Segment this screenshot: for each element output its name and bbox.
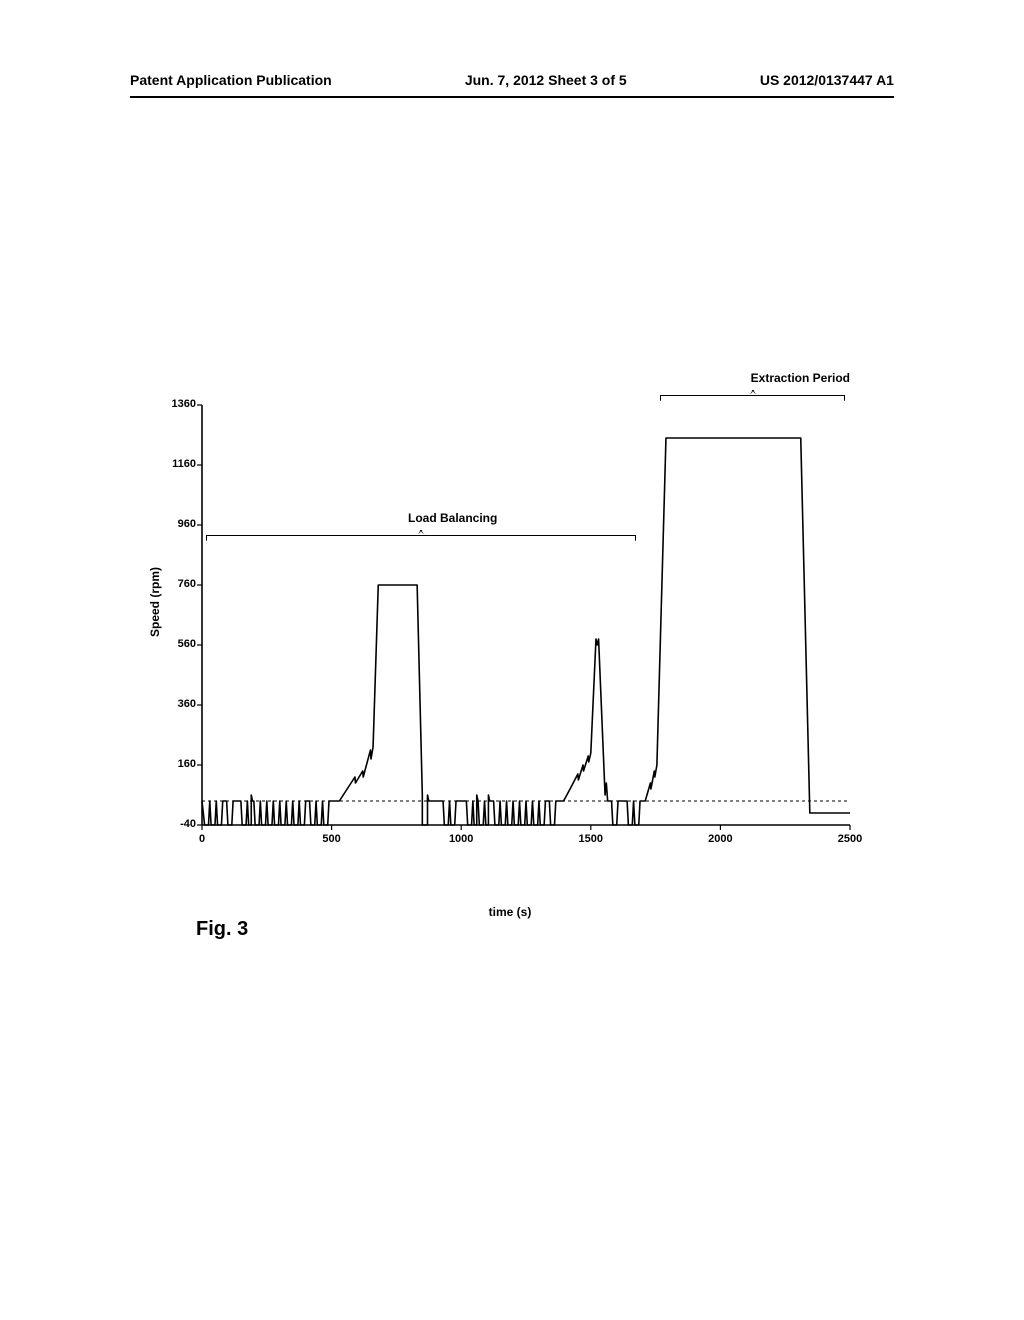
x-tick-label: 1000 bbox=[441, 833, 481, 845]
x-axis-label: time (s) bbox=[489, 905, 532, 919]
x-tick-label: 0 bbox=[182, 833, 222, 845]
extraction-period-label: Extraction Period bbox=[751, 371, 850, 385]
y-tick-label: 360 bbox=[160, 698, 196, 710]
header-center: Jun. 7, 2012 Sheet 3 of 5 bbox=[465, 72, 627, 88]
y-tick-label: 760 bbox=[160, 578, 196, 590]
x-tick-label: 2500 bbox=[830, 833, 870, 845]
header-right: US 2012/0137447 A1 bbox=[760, 72, 894, 88]
y-tick-label: -40 bbox=[160, 818, 196, 830]
y-tick-label: 1360 bbox=[160, 398, 196, 410]
y-tick-label: 1160 bbox=[160, 458, 196, 470]
speed-time-chart bbox=[160, 395, 860, 865]
figure-3: Extraction Period Load Balancing Speed (… bbox=[160, 395, 860, 915]
y-tick-label: 160 bbox=[160, 758, 196, 770]
x-tick-label: 500 bbox=[312, 833, 352, 845]
page-header: Patent Application Publication Jun. 7, 2… bbox=[0, 72, 1024, 88]
y-tick-label: 960 bbox=[160, 518, 196, 530]
header-divider bbox=[130, 96, 894, 98]
x-tick-label: 1500 bbox=[571, 833, 611, 845]
header-left: Patent Application Publication bbox=[130, 72, 332, 88]
y-tick-label: 560 bbox=[160, 638, 196, 650]
figure-caption: Fig. 3 bbox=[196, 918, 248, 941]
x-tick-label: 2000 bbox=[700, 833, 740, 845]
